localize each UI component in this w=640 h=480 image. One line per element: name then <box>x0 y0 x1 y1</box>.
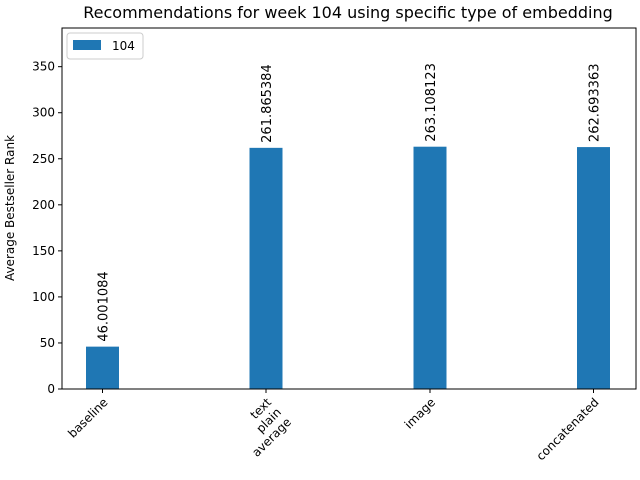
y-axis-label: Average Bestseller Rank <box>3 135 17 281</box>
legend-label: 104 <box>112 39 135 53</box>
bar-value-labels: 46.001084 261.865384 263.108123 262.693363 <box>97 63 603 342</box>
y-axis-ticks: 0 50 100 150 200 250 300 350 <box>32 60 62 396</box>
bar <box>86 346 119 389</box>
y-tick-label: 50 <box>40 336 55 350</box>
legend-box <box>66 32 144 60</box>
y-tick-label: 250 <box>32 152 55 166</box>
y-tick-label: 100 <box>32 290 55 304</box>
y-tick-label: 350 <box>32 60 55 74</box>
x-tick-label: textplainaverage <box>229 395 294 460</box>
x-axis-ticks: baseline textplainaverage image concatenate… <box>65 389 602 463</box>
bars <box>86 146 610 389</box>
y-tick-label: 0 <box>47 382 55 396</box>
bar <box>577 147 610 389</box>
chart-title: Recommendations for week 104 using speci… <box>83 3 613 22</box>
legend-swatch <box>73 40 101 50</box>
x-tick-label: image <box>402 395 438 431</box>
bar-value-label: 262.693363 <box>588 64 603 143</box>
bar-value-label: 46.001084 <box>97 271 112 341</box>
bar-value-label: 263.108123 <box>424 63 439 142</box>
x-tick-label: baseline <box>65 395 110 440</box>
x-tick-label: concatenated <box>534 395 602 463</box>
plot-frame <box>61 27 637 390</box>
y-tick-label: 150 <box>32 244 55 258</box>
x-tick-label-line: concatenated <box>534 395 602 463</box>
bar-value-label: 261.865384 <box>260 64 275 143</box>
y-tick-label: 300 <box>32 106 55 120</box>
x-tick-label-line: image <box>402 395 438 431</box>
y-tick-label: 200 <box>32 198 55 212</box>
bar <box>249 147 283 389</box>
x-tick-label-line: baseline <box>65 395 110 440</box>
legend: 104 <box>66 32 144 60</box>
bar <box>413 146 447 389</box>
